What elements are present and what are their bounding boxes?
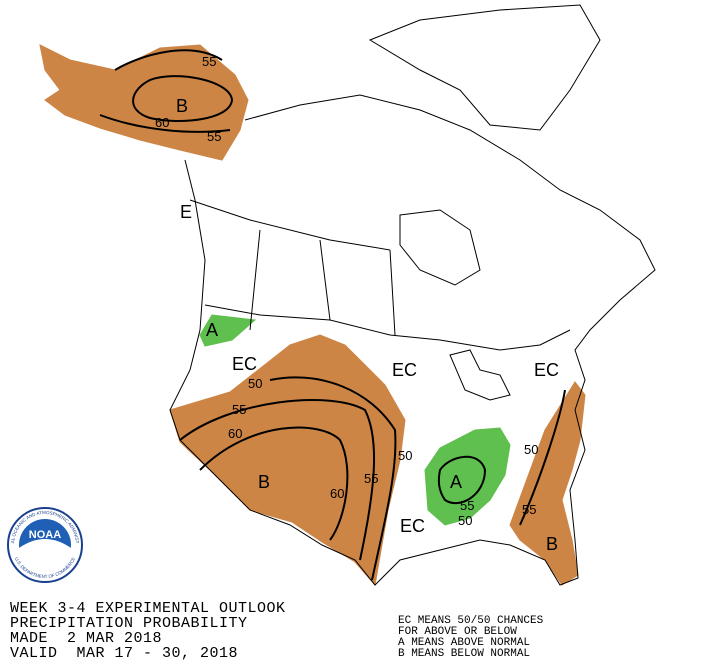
- map-label: EC: [400, 516, 425, 536]
- title-line: PRECIPITATION PROBABILITY: [10, 615, 248, 632]
- map-label: A: [206, 320, 218, 340]
- below-area: [169, 334, 406, 587]
- map-label: 50: [248, 376, 262, 391]
- map-label: 55: [202, 54, 216, 69]
- title-line: WEEK 3-4 EXPERIMENTAL OUTLOOK: [10, 600, 286, 617]
- map-label: 55: [232, 402, 246, 417]
- title-line: MADE 2 MAR 2018: [10, 630, 162, 647]
- border: [189, 199, 396, 336]
- map-label: 55: [460, 498, 474, 513]
- logo-text: NOAA: [29, 529, 61, 541]
- map-label: 60: [228, 426, 242, 441]
- map-label: B: [258, 472, 270, 492]
- contour: [114, 49, 223, 71]
- map-label: 50: [398, 448, 412, 463]
- title-line: VALID MAR 17 - 30, 2018: [10, 645, 238, 662]
- legend-line: EC MEANS 50/50 CHANCES: [398, 615, 544, 627]
- coastline: [169, 94, 656, 586]
- above-area: [199, 314, 257, 347]
- contour: [132, 75, 234, 122]
- map-label: E: [180, 202, 192, 222]
- contour: [269, 376, 397, 581]
- contour: [199, 426, 349, 541]
- map-label: 60: [155, 115, 169, 130]
- map-label: B: [546, 534, 558, 554]
- below-area: [509, 381, 586, 586]
- map-label: EC: [534, 360, 559, 380]
- map-label: 60: [330, 486, 344, 501]
- hudson-bay: [399, 209, 481, 286]
- legend-line: B MEANS BELOW NORMAL: [398, 648, 530, 660]
- map-label: 50: [524, 442, 538, 457]
- map-label: 55: [364, 471, 378, 486]
- map-label: 55: [522, 502, 536, 517]
- map-label: A: [450, 472, 462, 492]
- greenland: [368, 4, 601, 131]
- legend-line: A MEANS ABOVE NORMAL: [398, 637, 530, 649]
- contour: [519, 389, 566, 526]
- map-label: 55: [207, 129, 221, 144]
- contour: [179, 399, 376, 561]
- legend-line: FOR ABOVE OR BELOW: [398, 626, 517, 638]
- map-label: B: [176, 96, 188, 116]
- map-label: 50: [458, 513, 472, 528]
- border: [204, 304, 571, 351]
- map-label: EC: [392, 360, 417, 380]
- contour: [99, 114, 231, 133]
- contour: [437, 455, 487, 505]
- great-lakes: [449, 349, 511, 401]
- map-label: EC: [232, 354, 257, 374]
